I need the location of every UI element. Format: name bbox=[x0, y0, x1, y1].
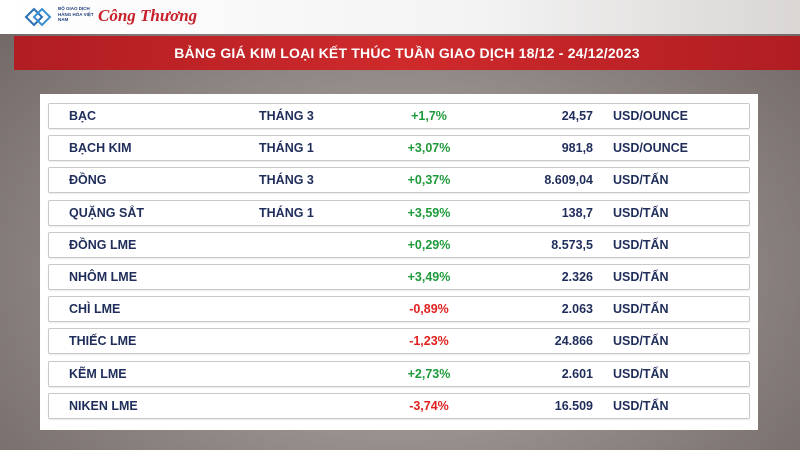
unit: USD/TẤN bbox=[613, 205, 669, 220]
price-change: +3,59% bbox=[407, 205, 451, 220]
price: 2.601 bbox=[561, 366, 593, 381]
title-banner: BẢNG GIÁ KIM LOẠI KẾT THÚC TUẦN GIAO DỊC… bbox=[14, 36, 800, 70]
metal-name: BẠC bbox=[69, 109, 97, 123]
metal-name: THIẾC LME bbox=[69, 334, 137, 349]
metal-name: ĐỒNG bbox=[69, 173, 107, 188]
logo-icon bbox=[24, 7, 52, 27]
price-change: +1,7% bbox=[411, 109, 447, 123]
unit: USD/TẤN bbox=[613, 398, 669, 413]
unit: USD/OUNCE bbox=[613, 109, 689, 123]
price-change: +3,07% bbox=[407, 141, 451, 156]
metal-name: CHÌ LME bbox=[69, 302, 121, 317]
price: 24.866 bbox=[554, 334, 593, 349]
table-row: ĐỒNG THÁNG 3 +0,37% 8.609,04 USD/TẤN bbox=[48, 167, 750, 194]
price: 981,8 bbox=[561, 141, 593, 156]
table-row: BẠC THÁNG 3 +1,7% 24,57 USD/OUNCE bbox=[48, 103, 750, 129]
contract-month: THÁNG 3 bbox=[259, 173, 314, 188]
table-row: THIẾC LME -1,23% 24.866 USD/TẤN bbox=[48, 328, 750, 355]
table-row: NIKEN LME -3,74% 16.509 USD/TẤN bbox=[48, 392, 750, 419]
contract-month: THÁNG 1 bbox=[259, 205, 314, 220]
metal-name: KẼM LME bbox=[69, 366, 127, 381]
price-change: +2,73% bbox=[407, 366, 451, 381]
price: 16.509 bbox=[554, 398, 593, 413]
price-change: -0,89% bbox=[409, 302, 449, 317]
brand-name: Công Thương bbox=[98, 6, 198, 25]
price: 8.609,04 bbox=[544, 173, 593, 188]
contract-month: THÁNG 3 bbox=[259, 109, 314, 123]
table-row: QUẶNG SẮT THÁNG 1 +3,59% 138,7 USD/TẤN bbox=[48, 199, 750, 226]
table-row: ĐỒNG LME +0,29% 8.573,5 USD/TẤN bbox=[48, 231, 750, 258]
metal-name: QUẶNG SẮT bbox=[69, 205, 144, 220]
contract-month: THÁNG 1 bbox=[259, 141, 314, 156]
unit: USD/TẤN bbox=[613, 302, 669, 317]
top-bar: BỘ GIAO DỊCH HÀNG HÓA VIỆT NAM Công Thươ… bbox=[0, 0, 800, 34]
price-change: +0,29% bbox=[407, 237, 451, 252]
price-change: -3,74% bbox=[409, 398, 449, 413]
unit: USD/TẤN bbox=[613, 366, 669, 381]
price: 24,57 bbox=[561, 109, 593, 123]
title: BẢNG GIÁ KIM LOẠI KẾT THÚC TUẦN GIAO DỊC… bbox=[174, 45, 640, 61]
unit: USD/TẤN bbox=[613, 237, 669, 252]
price: 2.063 bbox=[561, 302, 593, 317]
metal-name: BẠCH KIM bbox=[69, 141, 132, 156]
metal-name: NHÔM LME bbox=[69, 270, 138, 284]
price-table: BẠC THÁNG 3 +1,7% 24,57 USD/OUNCE BẠCH KIM THÁ… bbox=[40, 94, 758, 430]
price: 138,7 bbox=[561, 205, 593, 220]
table-row: BẠCH KIM THÁNG 1 +3,07% 981,8 USD/OUNCE bbox=[48, 135, 750, 162]
org-name: BỘ GIAO DỊCH HÀNG HÓA VIỆT NAM bbox=[58, 6, 94, 22]
price-change: -1,23% bbox=[409, 334, 449, 349]
price-change: +0,37% bbox=[407, 173, 451, 188]
unit: USD/TẤN bbox=[613, 334, 669, 349]
metal-name: NIKEN LME bbox=[69, 398, 138, 413]
unit: USD/TẤN bbox=[613, 173, 669, 188]
metal-name: ĐỒNG LME bbox=[69, 237, 137, 252]
price: 2.326 bbox=[561, 270, 593, 284]
table-row: CHÌ LME -0,89% 2.063 USD/TẤN bbox=[48, 296, 750, 323]
price-change: +3,49% bbox=[407, 270, 451, 284]
table-row: KẼM LME +2,73% 2.601 USD/TẤN bbox=[48, 360, 750, 387]
unit: USD/OUNCE bbox=[613, 141, 689, 156]
price: 8.573,5 bbox=[551, 237, 593, 252]
table-row: NHÔM LME +3,49% 2.326 USD/TẤN bbox=[48, 264, 750, 290]
unit: USD/TẤN bbox=[613, 270, 669, 284]
